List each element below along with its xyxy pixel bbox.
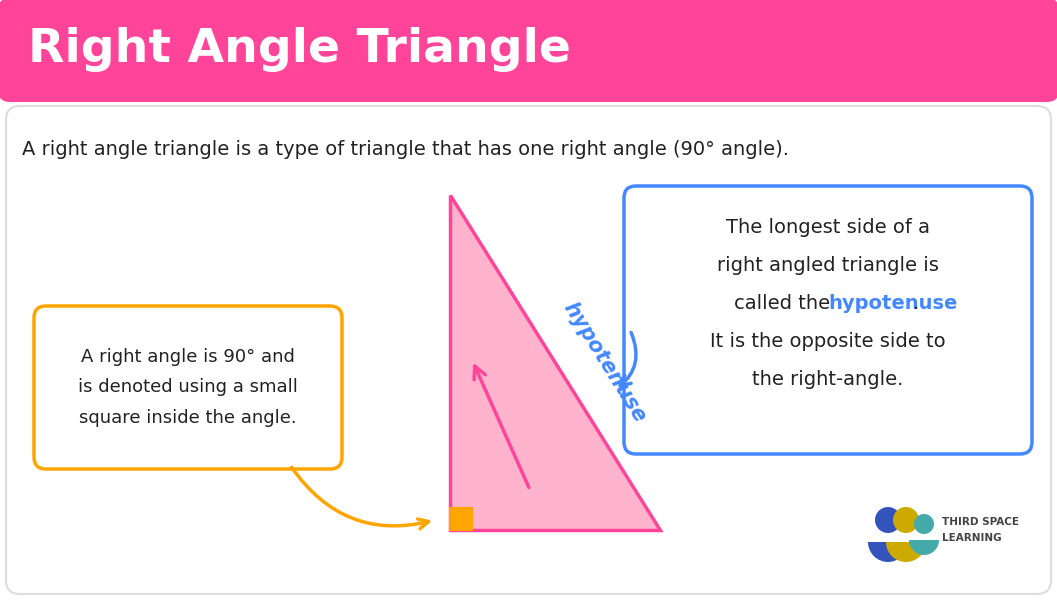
Wedge shape — [886, 542, 926, 562]
Circle shape — [914, 514, 934, 534]
Wedge shape — [868, 542, 908, 562]
Text: hypotenuse: hypotenuse — [828, 294, 958, 313]
Text: The longest side of a: The longest side of a — [726, 218, 930, 237]
Text: .: . — [913, 294, 920, 313]
Circle shape — [893, 507, 919, 533]
Text: called the                      .: called the . — [708, 294, 948, 313]
Text: A right angle is 90° and
is denoted using a small
square inside the angle.: A right angle is 90° and is denoted usin… — [78, 348, 298, 427]
Text: THIRD SPACE: THIRD SPACE — [942, 517, 1019, 527]
Circle shape — [875, 507, 901, 533]
FancyBboxPatch shape — [6, 106, 1051, 594]
Text: right angled triangle is: right angled triangle is — [717, 256, 939, 275]
Text: It is the opposite side to: It is the opposite side to — [710, 332, 946, 351]
Text: A right angle triangle is a type of triangle that has one right angle (90° angle: A right angle triangle is a type of tria… — [22, 140, 789, 159]
FancyBboxPatch shape — [0, 0, 1057, 102]
Text: the right-angle.: the right-angle. — [753, 370, 904, 389]
Text: hypotenuse: hypotenuse — [560, 299, 650, 427]
Text: called the: called the — [735, 294, 837, 313]
FancyBboxPatch shape — [34, 306, 342, 469]
Wedge shape — [909, 540, 939, 555]
Bar — [450, 508, 472, 530]
Text: LEARNING: LEARNING — [942, 533, 1002, 543]
FancyBboxPatch shape — [624, 186, 1032, 454]
Polygon shape — [450, 195, 660, 530]
Text: Right Angle Triangle: Right Angle Triangle — [27, 28, 571, 73]
